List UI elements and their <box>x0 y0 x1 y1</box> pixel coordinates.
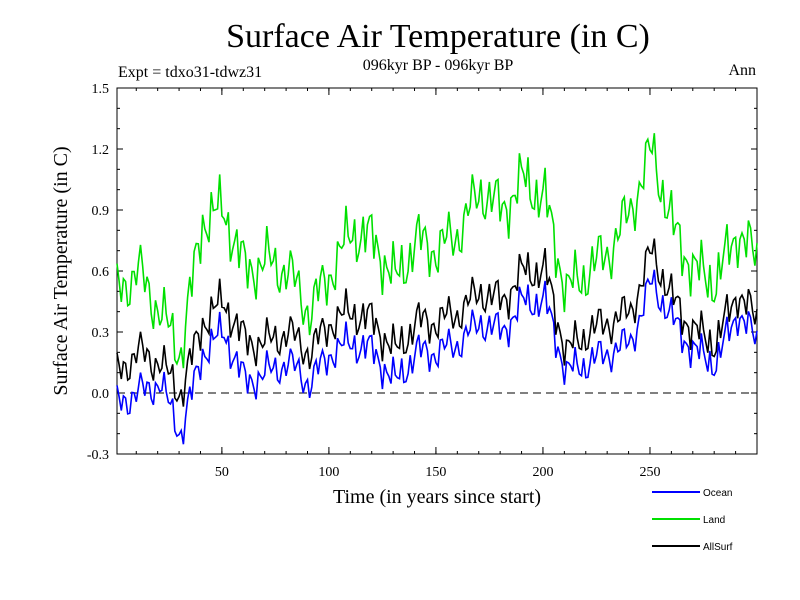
y-tick-label: 0.3 <box>92 326 110 341</box>
chart-subtitle: 096kyr BP - 096kyr BP <box>363 57 514 74</box>
series-line-allsurf <box>116 238 758 407</box>
series-line-ocean <box>116 269 758 445</box>
x-tick-label: 50 <box>215 465 229 480</box>
series-line-land <box>116 133 758 369</box>
y-tick-label: 0.9 <box>92 204 110 219</box>
chart-title: Surface Air Temperature (in C) <box>226 18 650 55</box>
x-tick-label: 100 <box>318 465 339 480</box>
x-tick-label: 250 <box>639 465 660 480</box>
legend: Ocean Land AllSurf <box>652 488 733 553</box>
legend-label-allsurf: AllSurf <box>703 542 733 553</box>
x-tick-label: 150 <box>425 465 446 480</box>
y-tick-label: 0.0 <box>92 387 110 402</box>
y-tick-label: 1.5 <box>92 82 110 97</box>
y-axis-label: Surface Air Temperature (in C) <box>50 146 72 395</box>
x-tick-label: 200 <box>532 465 553 480</box>
series-lines <box>116 133 758 445</box>
y-tick-label: -0.3 <box>87 448 109 463</box>
x-axis: 50 100 150 200 250 <box>135 88 737 480</box>
y-tick-label: 0.6 <box>92 265 110 280</box>
legend-label-ocean: Ocean <box>703 488 732 499</box>
experiment-label: Expt = tdxo31-tdwz31 <box>118 64 262 81</box>
x-axis-label: Time (in years since start) <box>333 486 541 508</box>
season-label: Ann <box>728 62 756 79</box>
legend-label-land: Land <box>703 515 725 526</box>
y-tick-label: 1.2 <box>92 143 110 158</box>
